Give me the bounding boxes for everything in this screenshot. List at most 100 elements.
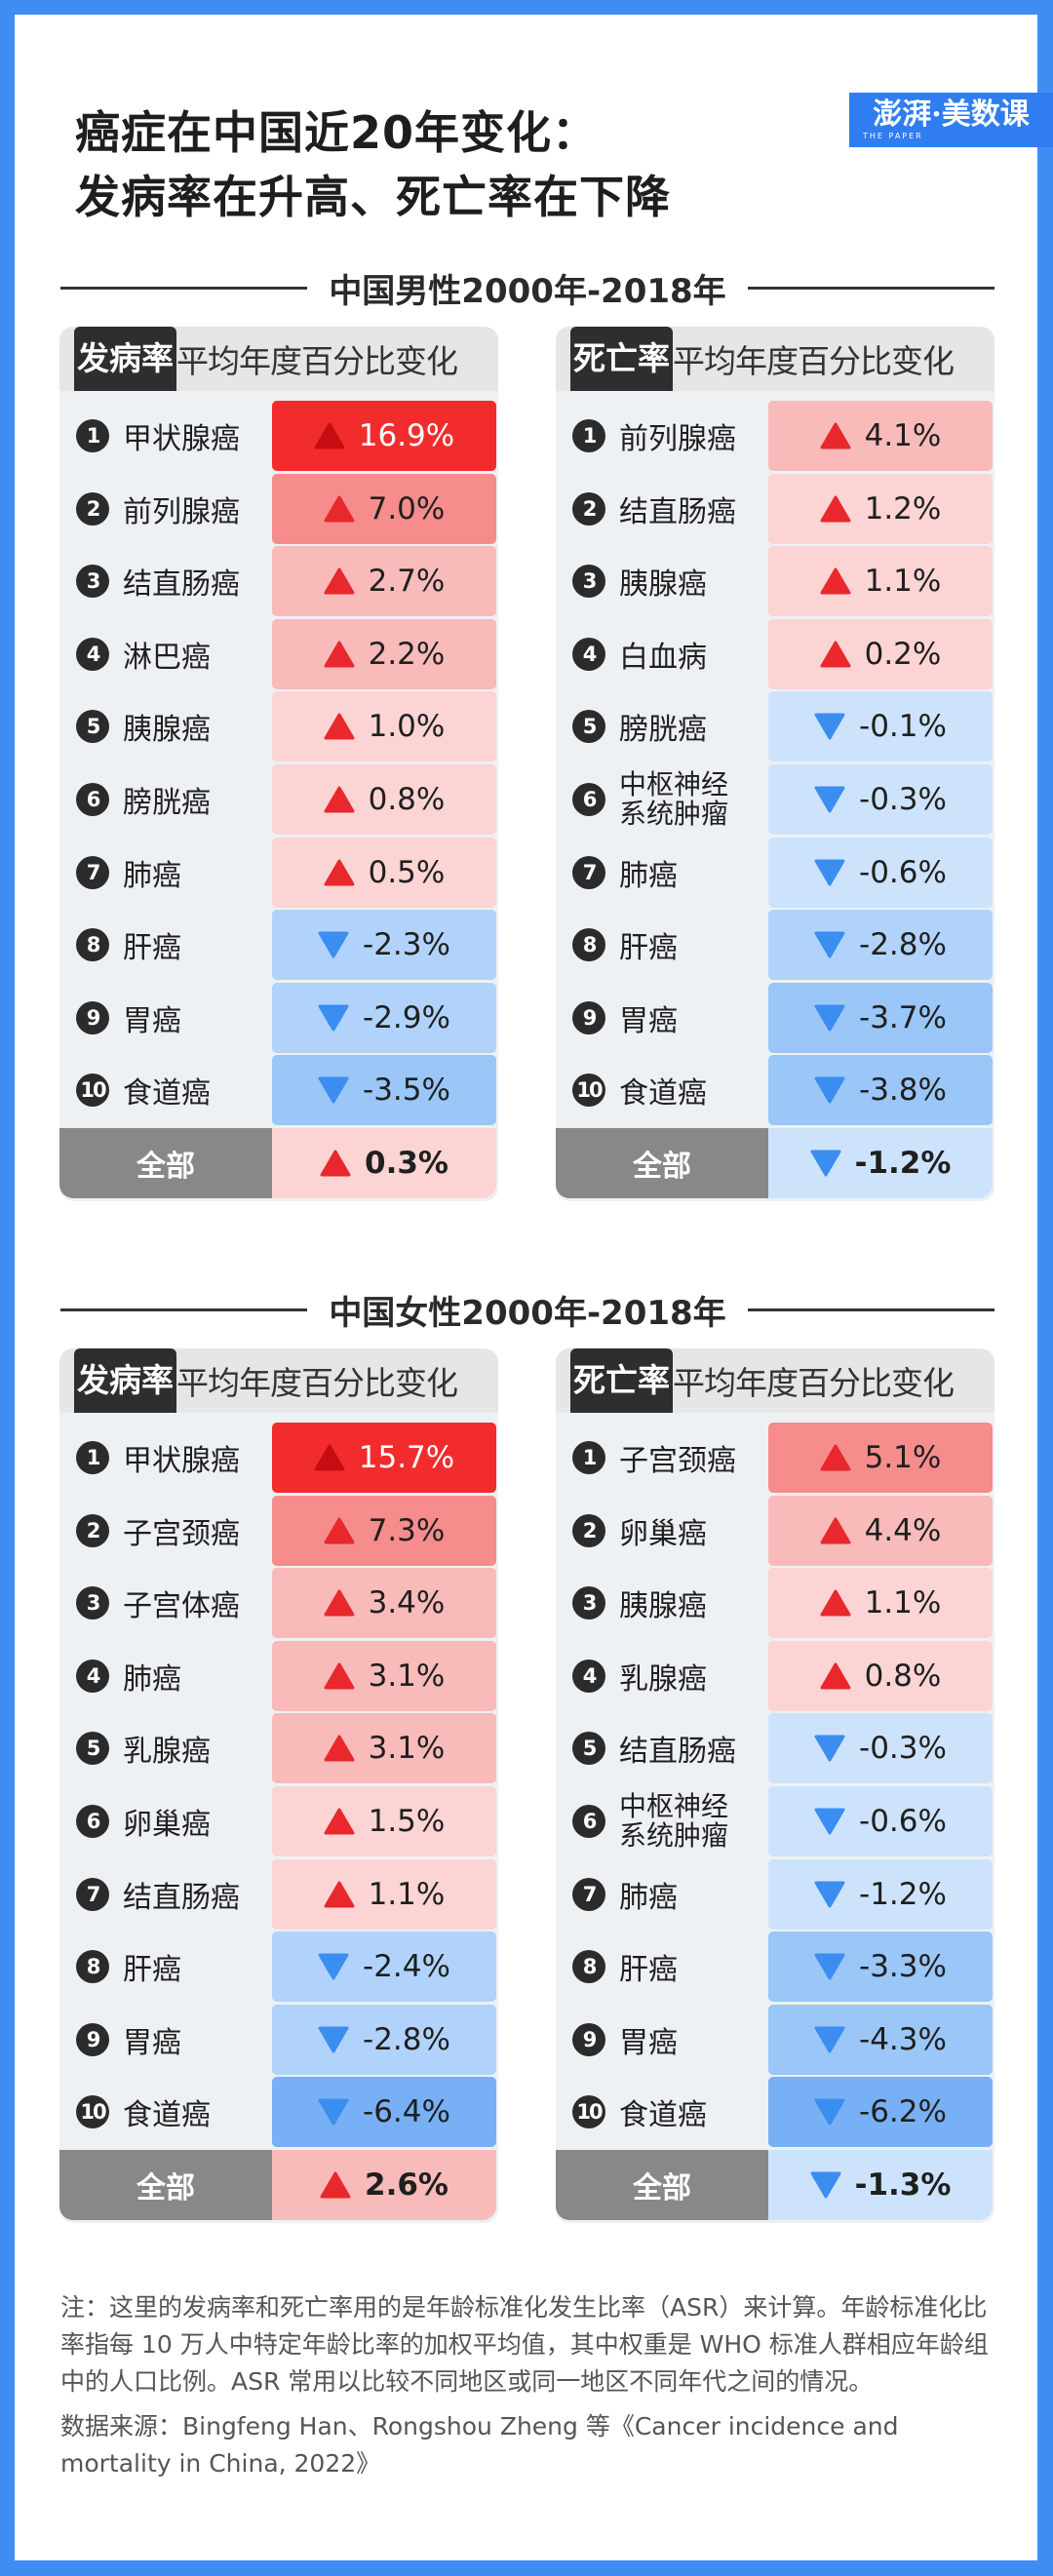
up-triangle-icon	[820, 1444, 851, 1471]
cancer-name: 卵巢癌	[123, 1807, 211, 1842]
table-row: 2 子宫颈癌 7.3%	[59, 1495, 498, 1566]
change-value: -2.8%	[859, 927, 947, 963]
table-row: 10 食道癌 -3.5%	[59, 1055, 498, 1126]
cancer-name: 肝癌	[123, 1953, 181, 1988]
change-value-cell: 15.7%	[272, 1423, 496, 1493]
change-value: 4.1%	[864, 418, 942, 453]
rank-badge: 7	[572, 1877, 605, 1911]
table-row: 6 中枢神经系统肿瘤 -0.3%	[556, 763, 994, 835]
up-triangle-icon	[820, 567, 851, 595]
change-value: 7.0%	[368, 490, 446, 527]
cancer-name: 肝癌	[619, 931, 678, 966]
cancer-name-cell: 8 肝癌	[59, 1932, 272, 2002]
total-label: 全部	[633, 1149, 691, 1184]
table-row: 4 乳腺癌 0.8%	[556, 1640, 994, 1711]
divider-line	[60, 1308, 308, 1311]
cancer-name: 结直肠癌	[123, 1880, 240, 1915]
panel-header: 死亡率 平均年度百分比变化	[556, 1348, 994, 1413]
total-value-cell: -1.3%	[768, 2149, 993, 2220]
cancer-name-cell: 1 甲状腺癌	[59, 1423, 272, 1493]
cancer-name: 乳腺癌	[619, 1661, 707, 1697]
rank-badge: 1	[76, 419, 109, 452]
cancer-name: 肺癌	[619, 1880, 678, 1915]
cancer-name: 前列腺癌	[619, 422, 736, 456]
cancer-name: 结直肠癌	[619, 1735, 736, 1770]
cancer-name-cell: 4 淋巴癌	[59, 619, 272, 689]
total-name-cell: 全部	[59, 2149, 272, 2220]
rank-badge: 9	[76, 1000, 109, 1034]
change-value: -0.6%	[859, 854, 947, 890]
change-value: 15.7%	[358, 1440, 455, 1475]
cancer-name-cell: 9 胃癌	[556, 983, 768, 1053]
change-value-cell: 1.1%	[768, 1568, 993, 1639]
cancer-name: 甲状腺癌	[123, 422, 240, 456]
cancer-name: 中枢神经系统肿瘤	[619, 767, 729, 830]
footnotes: 注：这里的发病率和死亡率用的是年龄标准化发生比率（ASR）来计算。年龄标准化比率…	[60, 2289, 996, 2490]
cancer-name: 中枢神经系统肿瘤	[619, 1789, 729, 1852]
down-triangle-icon	[318, 1004, 349, 1032]
table-row: 4 肺癌 3.1%	[59, 1640, 498, 1711]
cancer-name-cell: 4 乳腺癌	[556, 1641, 768, 1711]
cancer-name-cell: 1 甲状腺癌	[59, 401, 272, 471]
cancer-name-cell: 10 食道癌	[556, 2077, 768, 2147]
change-value-cell: 0.8%	[272, 763, 496, 835]
cancer-name-cell: 6 中枢神经系统肿瘤	[556, 764, 768, 835]
title-line-1: 癌症在中国近20年变化：	[75, 106, 599, 159]
down-triangle-icon	[814, 713, 845, 740]
change-value-cell: 0.8%	[768, 1640, 993, 1711]
rank-badge: 6	[76, 1804, 109, 1838]
change-value-cell: 5.1%	[768, 1423, 993, 1493]
total-value: -1.2%	[854, 1145, 952, 1181]
brand-logo: 澎湃·美数课 THE PAPER	[849, 93, 1053, 147]
rank-badge: 2	[572, 1513, 605, 1547]
cancer-name: 结直肠癌	[619, 494, 736, 529]
cancer-name: 子宫体癌	[123, 1589, 240, 1624]
change-value-cell: -4.3%	[768, 2004, 993, 2075]
up-triangle-icon	[324, 1881, 355, 1908]
table-row: 6 中枢神经系统肿瘤 -0.6%	[556, 1785, 994, 1856]
change-value: 0.8%	[368, 781, 446, 817]
cancer-name-cell: 2 前列腺癌	[59, 474, 272, 544]
table-row: 3 子宫体癌 3.4%	[59, 1568, 498, 1639]
cancer-name: 食道癌	[123, 2098, 211, 2133]
divider-line	[60, 286, 308, 290]
cancer-name-cell: 7 肺癌	[59, 838, 272, 908]
change-value-cell: 3.4%	[272, 1568, 496, 1639]
table-row: 2 结直肠癌 1.2%	[556, 473, 994, 544]
rank-badge: 7	[76, 1877, 109, 1911]
up-triangle-icon	[324, 567, 355, 595]
total-value: -1.3%	[854, 2166, 952, 2203]
cancer-name-cell: 6 卵巢癌	[59, 1786, 272, 1856]
up-triangle-icon	[820, 1517, 851, 1544]
total-value-cell: 2.6%	[272, 2149, 496, 2220]
change-value: -2.4%	[363, 1949, 450, 1985]
up-triangle-icon	[324, 1517, 355, 1544]
cancer-name-cell: 10 食道癌	[59, 1055, 272, 1125]
change-value-cell: 1.0%	[272, 691, 496, 762]
down-triangle-icon	[814, 859, 845, 886]
table-row: 10 食道癌 -6.4%	[59, 2077, 498, 2148]
change-value: -2.9%	[363, 999, 450, 1035]
change-value-cell: -6.2%	[768, 2077, 993, 2148]
section-title: 中国女性2000年-2018年	[329, 1293, 726, 1333]
up-triangle-icon	[820, 1662, 851, 1690]
up-triangle-icon	[320, 1150, 351, 1177]
cancer-name-cell: 3 胰腺癌	[556, 546, 768, 616]
rank-badge: 8	[76, 928, 109, 962]
rank-badge: 9	[572, 1000, 605, 1034]
rank-badge: 8	[572, 928, 605, 962]
table-row: 8 肝癌 -3.3%	[556, 1932, 994, 2003]
rank-badge: 9	[76, 2022, 109, 2056]
up-triangle-icon	[324, 1589, 355, 1617]
rank-badge: 3	[572, 1586, 605, 1620]
cancer-name: 胃癌	[619, 1003, 678, 1038]
change-value: 5.1%	[864, 1440, 942, 1475]
change-value: -0.3%	[859, 1731, 947, 1767]
change-value-cell: -0.6%	[768, 837, 993, 908]
table-row: 2 卵巢癌 4.4%	[556, 1495, 994, 1566]
rank-badge: 4	[572, 637, 605, 671]
rank-badge: 1	[76, 1441, 109, 1474]
table-row: 7 结直肠癌 1.1%	[59, 1858, 498, 1930]
cancer-name-cell: 3 胰腺癌	[556, 1568, 768, 1638]
cancer-name-cell: 1 前列腺癌	[556, 401, 768, 471]
